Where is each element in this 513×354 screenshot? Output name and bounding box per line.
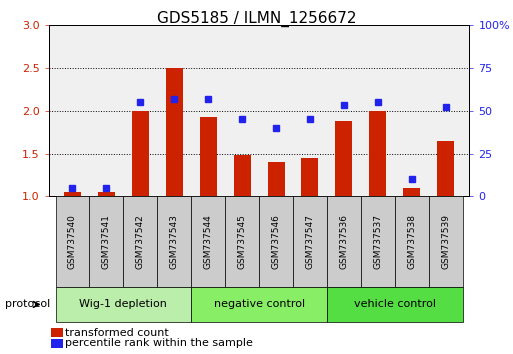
Text: GSM737541: GSM737541 xyxy=(102,214,111,269)
Bar xyxy=(437,141,454,196)
Text: GSM737536: GSM737536 xyxy=(340,214,348,269)
Text: vehicle control: vehicle control xyxy=(354,299,436,309)
Text: GSM737540: GSM737540 xyxy=(68,214,77,269)
Text: GSM737547: GSM737547 xyxy=(305,214,314,269)
Bar xyxy=(403,188,420,196)
Text: percentile rank within the sample: percentile rank within the sample xyxy=(65,338,253,348)
Bar xyxy=(268,162,285,196)
Bar xyxy=(132,110,149,196)
Text: GSM737546: GSM737546 xyxy=(271,214,281,269)
Text: transformed count: transformed count xyxy=(65,328,169,338)
Text: GDS5185 / ILMN_1256672: GDS5185 / ILMN_1256672 xyxy=(157,11,356,27)
Text: GSM737538: GSM737538 xyxy=(407,214,416,269)
Text: GSM737545: GSM737545 xyxy=(238,214,247,269)
Text: Wig-1 depletion: Wig-1 depletion xyxy=(80,299,167,309)
Text: protocol: protocol xyxy=(5,299,50,309)
Bar xyxy=(336,121,352,196)
Bar xyxy=(200,118,216,196)
Text: GSM737543: GSM737543 xyxy=(170,214,179,269)
Text: GSM737542: GSM737542 xyxy=(136,214,145,269)
Bar xyxy=(98,192,115,196)
Text: GSM737537: GSM737537 xyxy=(373,214,382,269)
Bar xyxy=(369,110,386,196)
Bar xyxy=(64,192,81,196)
Bar xyxy=(166,68,183,196)
Text: GSM737544: GSM737544 xyxy=(204,214,213,269)
Bar xyxy=(233,155,250,196)
Text: negative control: negative control xyxy=(213,299,305,309)
Bar xyxy=(302,158,319,196)
Text: GSM737539: GSM737539 xyxy=(441,214,450,269)
